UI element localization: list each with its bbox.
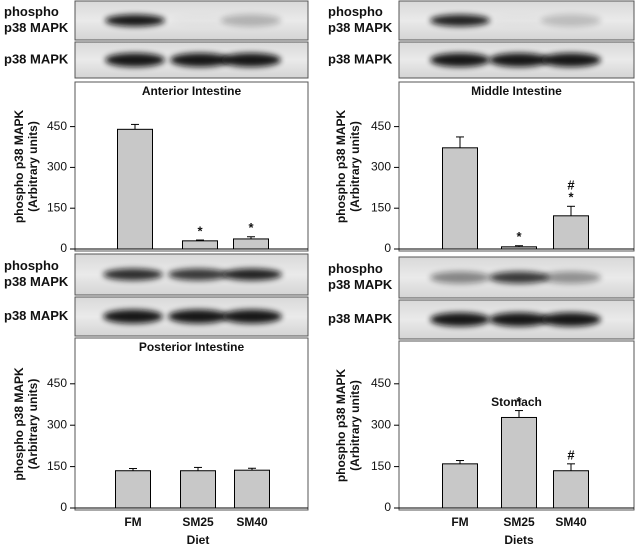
blot-band — [430, 53, 490, 67]
blot-band — [105, 14, 165, 27]
y-tick-label: 300 — [371, 160, 391, 174]
blot-band — [168, 309, 228, 324]
significance-mark: # — [567, 178, 575, 193]
bar — [553, 470, 589, 509]
blot-band — [103, 309, 163, 324]
y-tick-label: 450 — [47, 119, 67, 133]
y-tick-label: 150 — [47, 200, 67, 214]
blot-band — [489, 271, 549, 284]
blot-band — [105, 53, 165, 67]
blot-band — [221, 53, 281, 67]
chart-title: Anterior Intestine — [142, 84, 242, 98]
x-tick-label: SM25 — [503, 515, 535, 529]
y-tick-label: 150 — [371, 200, 391, 214]
x-axis-label: Diet — [187, 533, 210, 547]
blot-label: phospho — [4, 258, 59, 273]
blot-label: p38 MAPK — [4, 51, 69, 66]
y-tick-label: 0 — [60, 241, 67, 255]
blot-band — [489, 15, 549, 27]
significance-mark: * — [248, 220, 254, 235]
significance-mark: * — [516, 394, 522, 409]
blot-band — [430, 271, 490, 284]
y-tick-label: 450 — [371, 376, 391, 390]
bar — [115, 470, 151, 509]
y-tick-label: 300 — [47, 160, 67, 174]
significance-mark: * — [197, 223, 203, 238]
chart-title: Middle Intestine — [471, 84, 562, 98]
bar — [234, 469, 270, 509]
y-tick-label: 300 — [371, 417, 391, 431]
blot-label: p38 MAPK — [328, 51, 393, 66]
blot-band — [103, 268, 163, 281]
blot-label: p38 MAPK — [4, 20, 69, 35]
x-axis-label: Diets — [504, 533, 534, 547]
blot-band — [489, 53, 549, 67]
blot-band — [541, 14, 601, 27]
blot-band — [168, 268, 228, 281]
blot-label: phospho — [4, 4, 59, 19]
blot-label: p38 MAPK — [328, 20, 393, 35]
y-axis-label: (Arbitrary units) — [26, 379, 40, 470]
significance-mark: * — [568, 190, 574, 205]
y-tick-label: 150 — [47, 459, 67, 473]
bar — [553, 215, 589, 250]
blot-band — [541, 271, 601, 284]
y-tick-label: 450 — [371, 119, 391, 133]
bar — [442, 147, 478, 250]
bar — [442, 463, 478, 509]
blot-label: p38 MAPK — [328, 311, 393, 326]
bar — [501, 246, 537, 250]
y-axis-label: phospho p38 MAPK — [334, 110, 348, 224]
x-tick-label: FM — [451, 515, 468, 529]
x-tick-label: SM40 — [236, 515, 268, 529]
plot-frame — [74, 337, 309, 511]
blot-band — [430, 14, 490, 27]
y-tick-label: 0 — [60, 500, 67, 514]
blot-band — [170, 53, 230, 67]
bar — [182, 240, 218, 250]
blot-label: p38 MAPK — [4, 274, 69, 289]
y-axis-label: phospho p38 MAPK — [12, 367, 26, 481]
y-axis-label: (Arbitrary units) — [26, 121, 40, 212]
chart-title: Posterior Intestine — [139, 340, 245, 354]
y-tick-label: 0 — [384, 500, 391, 514]
blot-band — [541, 53, 601, 67]
plot-frame — [74, 81, 309, 252]
blot-band — [541, 312, 601, 327]
y-tick-label: 150 — [371, 459, 391, 473]
blot-label: p38 MAPK — [4, 308, 69, 323]
blot-band — [430, 312, 490, 327]
blot-label: phospho — [328, 4, 383, 19]
plot-frame — [398, 81, 635, 252]
blot-band — [222, 268, 282, 281]
y-tick-label: 300 — [47, 417, 67, 431]
y-axis-label: (Arbitrary units) — [348, 380, 362, 471]
x-tick-label: FM — [124, 515, 141, 529]
significance-mark: * — [516, 229, 522, 244]
y-tick-label: 450 — [47, 376, 67, 390]
y-tick-label: 0 — [384, 241, 391, 255]
x-tick-label: SM25 — [182, 515, 214, 529]
chart-title: Stomach — [491, 395, 542, 409]
y-axis-label: phospho p38 MAPK — [334, 369, 348, 483]
blot-band — [222, 309, 282, 324]
y-axis-label: (Arbitrary units) — [348, 121, 362, 212]
bar — [233, 238, 269, 250]
bar — [501, 416, 537, 509]
blot-label: p38 MAPK — [328, 277, 393, 292]
blot-band — [221, 14, 281, 27]
significance-mark: # — [567, 447, 575, 462]
x-tick-label: SM40 — [555, 515, 587, 529]
blot-band — [489, 312, 549, 327]
y-axis-label: phospho p38 MAPK — [12, 110, 26, 224]
blot-label: phospho — [328, 261, 383, 276]
bar — [180, 470, 216, 509]
bar — [117, 128, 153, 250]
